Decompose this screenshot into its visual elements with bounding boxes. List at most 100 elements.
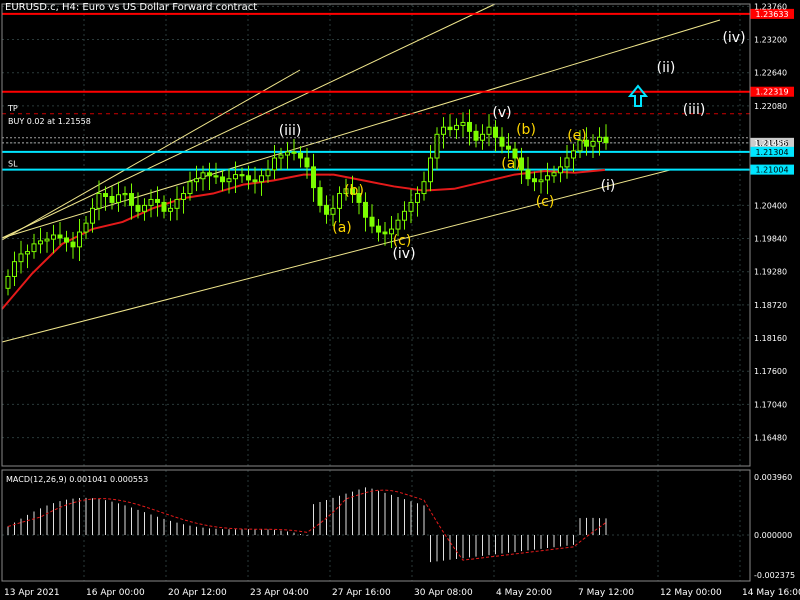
candle-body	[415, 193, 420, 203]
candle-body	[603, 136, 609, 144]
candle-body	[57, 234, 63, 239]
candle-body	[272, 157, 277, 171]
candle-body	[395, 219, 401, 230]
trend-lines	[1, 3, 721, 343]
horizontal-levels: 1.23633 1.22319 TP BUY 0.02 at 1.21558 1.214…	[2, 8, 794, 175]
time-tick: 4 May 20:00	[496, 588, 552, 598]
macd-tick: 0.000000	[754, 531, 792, 540]
sl-label: SL	[8, 160, 18, 169]
price-tick: 1.22640	[754, 69, 787, 78]
candle-body	[142, 204, 147, 212]
candle-body	[577, 139, 583, 152]
candle-body	[356, 193, 362, 203]
candle-body	[77, 231, 82, 248]
candle-body	[103, 193, 108, 198]
candle-body	[129, 193, 134, 206]
candle-body	[200, 172, 206, 180]
chart-title: EURUSD.c, H4: Euro vs US Dollar Forward …	[5, 2, 258, 13]
wave-label: (iv)	[722, 30, 745, 46]
wave-label: (iii)	[683, 102, 706, 118]
candle-body	[363, 201, 368, 218]
candle-body	[135, 204, 141, 212]
candle-body	[467, 121, 472, 132]
macd-frame	[1, 469, 751, 582]
candle-body	[571, 150, 576, 159]
time-tick: 12 May 00:00	[660, 588, 722, 598]
candle-body	[350, 188, 355, 195]
macd-histogram: MACD(12,26,9) 0.001041 0.000553	[2, 475, 750, 563]
price-tick: 1.17040	[754, 400, 787, 409]
cyan-level-2-tag	[750, 164, 794, 175]
candle-body	[109, 196, 115, 203]
candle-body	[486, 126, 492, 135]
candle-body	[122, 193, 128, 196]
price-tick: 1.20400	[754, 201, 787, 210]
candle-body	[265, 169, 271, 177]
price-tick: 1.23760	[754, 2, 787, 11]
candle-body	[311, 166, 316, 189]
candle-body	[252, 179, 258, 183]
resist-line-1-tag	[750, 8, 794, 19]
candle-body	[493, 126, 498, 138]
candle-body	[324, 204, 329, 215]
bid-level-tag-text: 1.21456	[755, 139, 788, 148]
main-frame	[1, 3, 751, 467]
candle-body	[343, 188, 349, 195]
candle-body	[64, 237, 69, 243]
candle-body	[428, 157, 433, 183]
wave-label: (e)	[567, 128, 587, 144]
candle-body	[298, 152, 303, 159]
price-tick: 1.18720	[754, 301, 787, 310]
candle-body	[51, 234, 56, 240]
candle-body	[38, 240, 43, 245]
candle-body	[512, 148, 518, 159]
price-tick: 1.16480	[754, 434, 787, 443]
candle-body	[239, 174, 245, 177]
candle-body	[506, 145, 511, 150]
candle-body	[259, 175, 264, 183]
wave-label: (i)	[601, 178, 616, 194]
candle-body	[525, 169, 531, 180]
candle-body	[233, 174, 238, 180]
up-arrow-icon	[627, 84, 649, 107]
candles	[5, 109, 609, 296]
candle-body	[434, 133, 440, 159]
candle-body	[480, 133, 485, 141]
wave-label: (c)	[393, 233, 412, 249]
price-tick: 1.22080	[754, 102, 787, 111]
candle-body	[317, 187, 323, 206]
candle-body	[116, 194, 121, 203]
candle-body	[454, 124, 459, 131]
ma-line	[1, 168, 606, 310]
time-tick: 20 Apr 12:00	[168, 588, 227, 598]
wave-label: (c)	[536, 194, 555, 210]
candle-body	[220, 176, 225, 183]
resist-line-1-tag-text: 1.23633	[755, 10, 788, 19]
candle-body	[291, 151, 297, 154]
candle-body	[369, 216, 375, 227]
candle-body	[83, 222, 89, 233]
trend-line	[1, 3, 496, 239]
wave-label: (iv)	[392, 246, 415, 262]
price-tick: 1.21456	[754, 139, 787, 148]
candle-body	[226, 178, 232, 183]
candle-body	[44, 238, 50, 242]
candle-body	[447, 126, 453, 131]
candle-body	[376, 225, 381, 233]
candle-body	[12, 261, 17, 277]
candle-body	[18, 253, 24, 263]
candle-body	[499, 136, 505, 147]
candle-body	[155, 198, 160, 203]
candle-body	[402, 210, 407, 221]
candle-body	[551, 172, 557, 177]
trend-line	[1, 69, 301, 241]
trend-line	[1, 169, 671, 343]
candle-body	[168, 207, 173, 212]
candle-body	[96, 193, 102, 209]
macd-tick: 0.003960	[754, 473, 792, 482]
wave-labels: (iii)(a)(b)(c)(iv)(v)(b)(a)(c)(e)(i)(ii)…	[279, 30, 746, 262]
bid-level-tag	[750, 137, 794, 148]
tp-label: TP	[7, 104, 18, 113]
candle-body	[304, 157, 310, 168]
candle-body	[207, 172, 212, 177]
